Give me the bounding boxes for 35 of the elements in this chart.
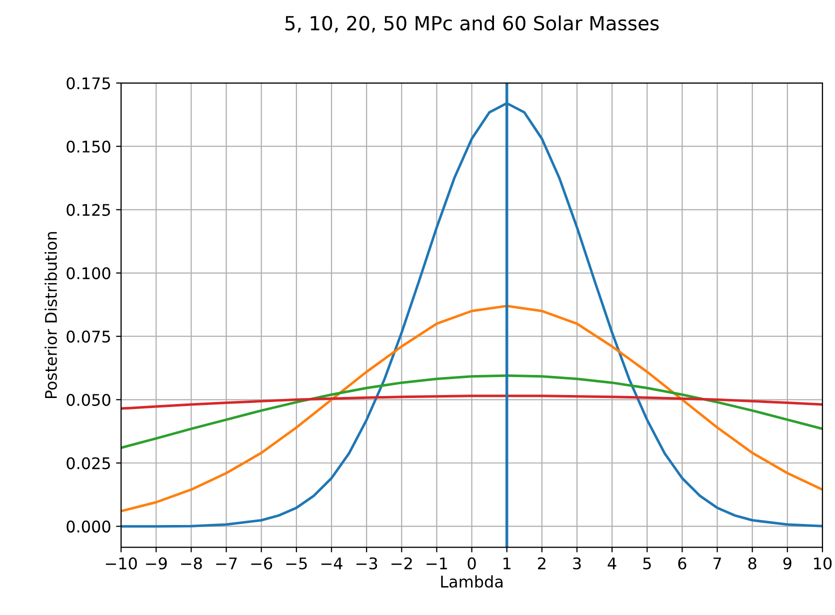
x-tick-label: −6 (251, 557, 272, 570)
x-tick-label: 8 (748, 557, 756, 570)
y-axis-title: Posterior Distribution (44, 232, 57, 398)
line-series (121, 374, 822, 450)
x-tick-label: 4 (608, 558, 616, 570)
line-series (121, 394, 822, 410)
x-tick-label: −5 (286, 558, 307, 570)
x-tick-label: 9 (783, 557, 792, 570)
x-tick-label: 1 (504, 558, 510, 570)
x-tick-label: −10 (106, 557, 137, 570)
x-tick-label: 7 (713, 558, 721, 570)
chart-title: 5, 10, 20, 50 MPc and 60 Solar Masses (285, 15, 659, 33)
x-tick-label: −7 (216, 558, 237, 570)
x-axis-title: Lambda (441, 575, 502, 588)
y-tick-label: 0.125 (66, 204, 110, 216)
x-tick-label: −3 (356, 557, 378, 570)
x-tick-label: 5 (643, 558, 651, 570)
x-tick-label: 3 (573, 557, 581, 570)
x-tick-label: −4 (321, 558, 342, 570)
line-series (121, 304, 822, 512)
y-tick-label: 0.150 (66, 140, 110, 153)
y-tick-label: 0.175 (66, 77, 110, 90)
y-tick-label: 0.000 (66, 520, 110, 533)
x-tick-label: 6 (678, 557, 686, 570)
x-tick-label: 2 (538, 557, 546, 570)
x-tick-label: 0 (468, 557, 476, 570)
y-tick-label: 0.100 (66, 267, 110, 280)
x-tick-label: −1 (426, 558, 447, 570)
x-tick-label: −8 (181, 557, 202, 570)
y-tick-label: 0.075 (66, 330, 110, 343)
y-tick-label: 0.050 (66, 394, 110, 406)
x-tick-label: −9 (146, 557, 167, 570)
y-tick-label: 0.025 (66, 457, 110, 470)
x-tick-label: 10 (814, 557, 832, 570)
x-tick-label: −2 (392, 557, 412, 570)
